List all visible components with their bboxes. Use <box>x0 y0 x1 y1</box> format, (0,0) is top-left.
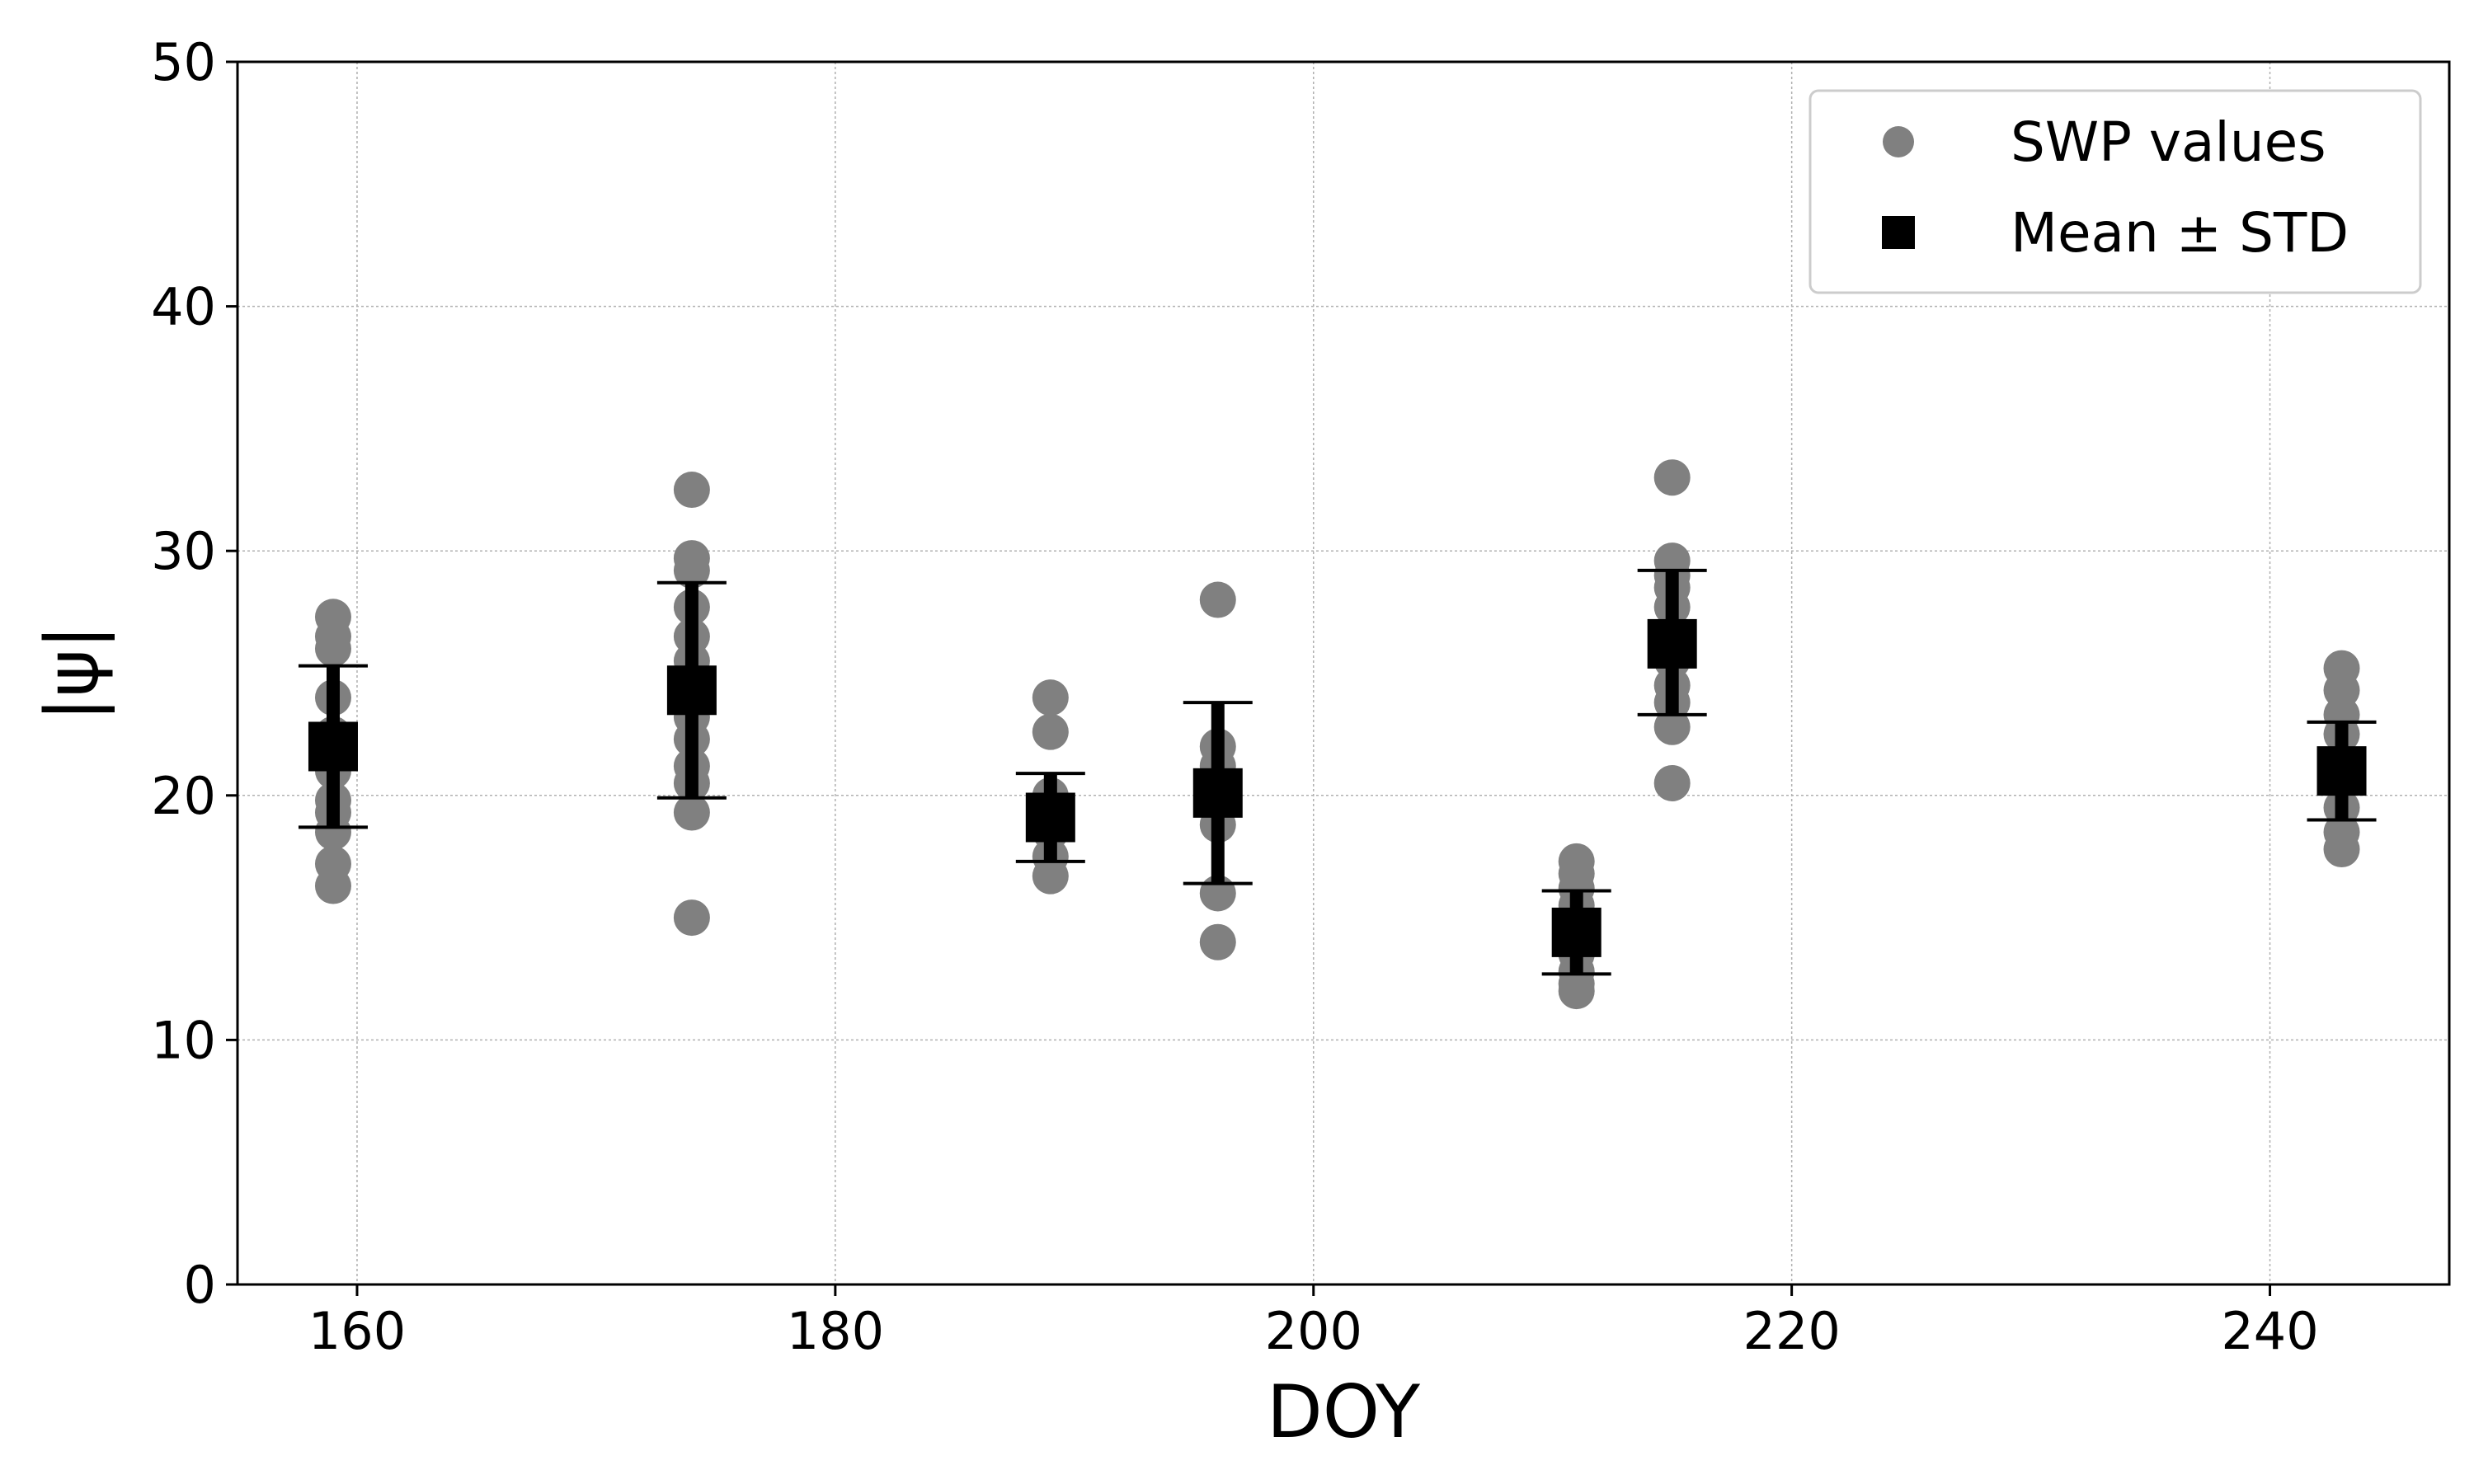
x-tick-label: 220 <box>1743 1301 1840 1361</box>
legend-label-mean-std: Mean ± STD <box>2011 201 2349 265</box>
y-tick-label: 10 <box>151 1010 216 1070</box>
mean-marker <box>308 721 358 772</box>
swp-point <box>314 630 351 667</box>
mean-marker <box>666 665 717 716</box>
swp-point <box>1032 679 1069 716</box>
swp-point <box>1032 713 1069 750</box>
error-bars <box>298 568 2377 976</box>
legend-label-swp-values: SWP values <box>2011 110 2326 174</box>
legend-box <box>1808 89 2422 294</box>
swp-point <box>2323 831 2360 868</box>
mean-marker <box>1192 768 1243 818</box>
y-tick-label: 20 <box>151 766 216 826</box>
legend: SWP values Mean ± STD <box>1808 89 2422 294</box>
legend-marker-swp-values <box>1883 126 1914 157</box>
x-tick-label: 200 <box>1265 1301 1362 1361</box>
swp-point <box>314 814 351 851</box>
plot-frame <box>236 60 2451 1286</box>
swp-point <box>1032 857 1069 895</box>
x-axis-label: DOY <box>1267 1369 1420 1454</box>
legend-marker-mean-std <box>1882 216 1915 249</box>
x-tick-label: 180 <box>787 1301 884 1361</box>
y-tick-label: 0 <box>184 1255 216 1315</box>
swp-point <box>673 899 710 937</box>
ticks: 160 180 200 220 240 0 10 20 30 40 50 <box>151 32 2319 1361</box>
swp-point <box>1653 459 1691 496</box>
y-tick-label: 40 <box>151 277 216 337</box>
mean-marker <box>1647 618 1697 669</box>
mean-marker <box>1551 907 1602 957</box>
y-tick-label: 30 <box>151 521 216 581</box>
swp-point <box>673 552 710 589</box>
swp-point <box>1199 923 1236 960</box>
swp-point <box>1653 708 1691 745</box>
swp-point <box>314 867 351 904</box>
x-tick-label: 160 <box>308 1301 406 1361</box>
mean-marker <box>2316 746 2367 796</box>
mean-marker <box>1025 792 1075 843</box>
swp-point <box>673 794 710 831</box>
y-axis-label: |ψ| <box>30 625 115 721</box>
y-tick-label: 50 <box>151 32 216 92</box>
swp-point <box>1558 973 1595 1010</box>
swp-point <box>1653 764 1691 801</box>
x-tick-label: 240 <box>2221 1301 2318 1361</box>
swp-point <box>673 472 710 509</box>
swp-point <box>1199 581 1236 618</box>
